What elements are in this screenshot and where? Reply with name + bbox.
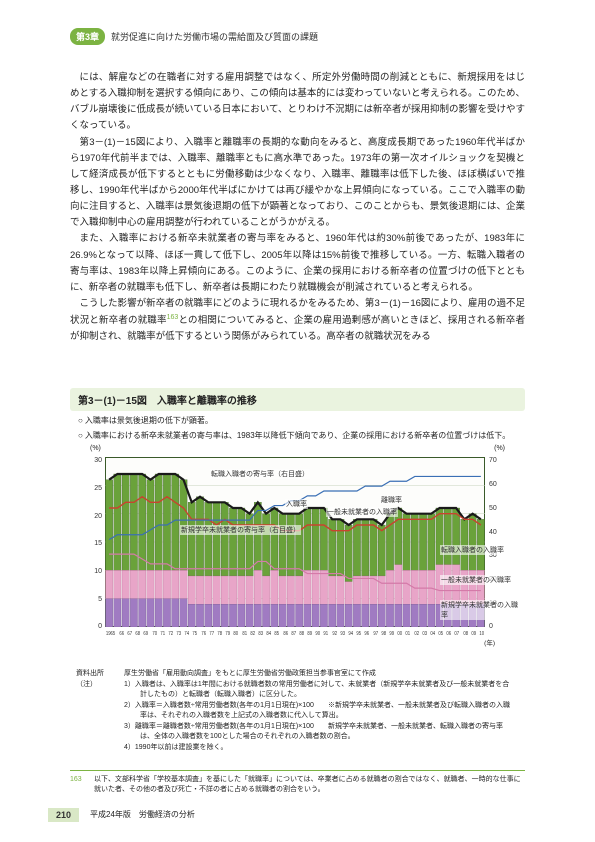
source-label: 資料出所	[76, 669, 124, 680]
chart: (%) (%) 302520151050 706050403020100 196…	[70, 445, 525, 665]
figure-title-bar: 第3－(1)－15図 入職率と離職率の推移	[70, 388, 525, 411]
lbl-nyushoku: 入職率	[285, 499, 308, 509]
footnote-num: 163	[70, 775, 94, 795]
figure-sub2: ○入職率における新卒未就業者の寄与率は、1983年以降低下傾向であり、企業の採用…	[78, 430, 517, 441]
footnote-rule	[70, 770, 525, 771]
chapter-badge: 第3章	[70, 28, 105, 45]
para-4: こうした影響が新卒者の就職率にどのように現れるかをみるため、第3－(1)－16図…	[70, 296, 525, 346]
footnote-text: 以下、文部科学省「学校基本調査」を基にした「就職率」については、卒業者に占める就…	[94, 775, 525, 795]
source-text: 厚生労働省「雇用動向調査」をもとに厚生労働省労働政策担当参事官室にて作成	[124, 669, 514, 680]
lbl-shinsotsu-nyu: 新規学卒未就業者の入職率	[440, 600, 525, 620]
figure-sub1: ○入職率は景気後退期の低下が顕著。	[78, 415, 517, 426]
header-title: 就労促進に向けた労働市場の需給面及び質面の課題	[111, 30, 318, 43]
x-axis-label: (年)	[484, 637, 495, 647]
x-axis: 1965666768697071727374757677787980818283…	[105, 631, 485, 637]
para-3: また、入職率における新卒未就業者の寄与率をみると、1960年代は約30%前後であ…	[70, 231, 525, 296]
body-text: には、解雇などの在職者に対する雇用調整ではなく、所定外労働時間の削減とともに、新…	[70, 70, 525, 346]
figure-3-1-15: 第3－(1)－15図 入職率と離職率の推移 ○入職率は景気後退期の低下が顕著。 …	[70, 388, 525, 753]
y-unit-left: (%)	[90, 445, 101, 452]
lbl-ippan-nyu: 一般未就業者の入職率	[326, 507, 398, 517]
lbl-tenshoku-kiyo: 転職入職者の寄与率（右目盛）	[210, 469, 310, 479]
figure-notes: 資料出所厚生労働省「雇用動向調査」をもとに厚生労働省労働政策担当参事官室にて作成…	[70, 669, 525, 753]
footnote-ref-163: 163	[167, 314, 179, 321]
page-header: 第3章 就労促進に向けた労働市場の需給面及び質面の課題	[70, 28, 318, 45]
note-label: （注）	[76, 680, 124, 691]
figure-title-text: 入職率と離職率の推移	[157, 396, 257, 407]
footnote-163: 163 以下、文部科学省「学校基本調査」を基にした「就職率」については、卒業者に…	[70, 775, 525, 795]
lbl-tenshoku-nyu: 転職入職者の入職率	[440, 545, 505, 555]
note-list: 1）入職者は、入職率は1年間における就職者数の常用労働者に対して、未就業者（新規…	[124, 680, 514, 754]
lbl-rishoku: 離職率	[380, 495, 403, 505]
para-2: 第3－(1)－15図により、入職率と離職率の長期的な動向をみると、高度成長期であ…	[70, 135, 525, 232]
figure-title-num: 第3－(1)－15図	[78, 396, 147, 407]
chart-svg	[105, 457, 485, 627]
para-1: には、解雇などの在職者に対する雇用調整ではなく、所定外労働時間の削減とともに、新…	[70, 70, 525, 135]
page-label: 平成24年版 労働経済の分析	[90, 809, 195, 820]
lbl-ippan-mi: 一般未就業者の入職率	[440, 575, 512, 585]
lbl-shinsotsu-kiyo: 新規学卒未就業者の寄与率（右目盛）	[180, 525, 301, 535]
page-number: 210	[48, 808, 79, 822]
y-unit-right: (%)	[494, 445, 505, 452]
